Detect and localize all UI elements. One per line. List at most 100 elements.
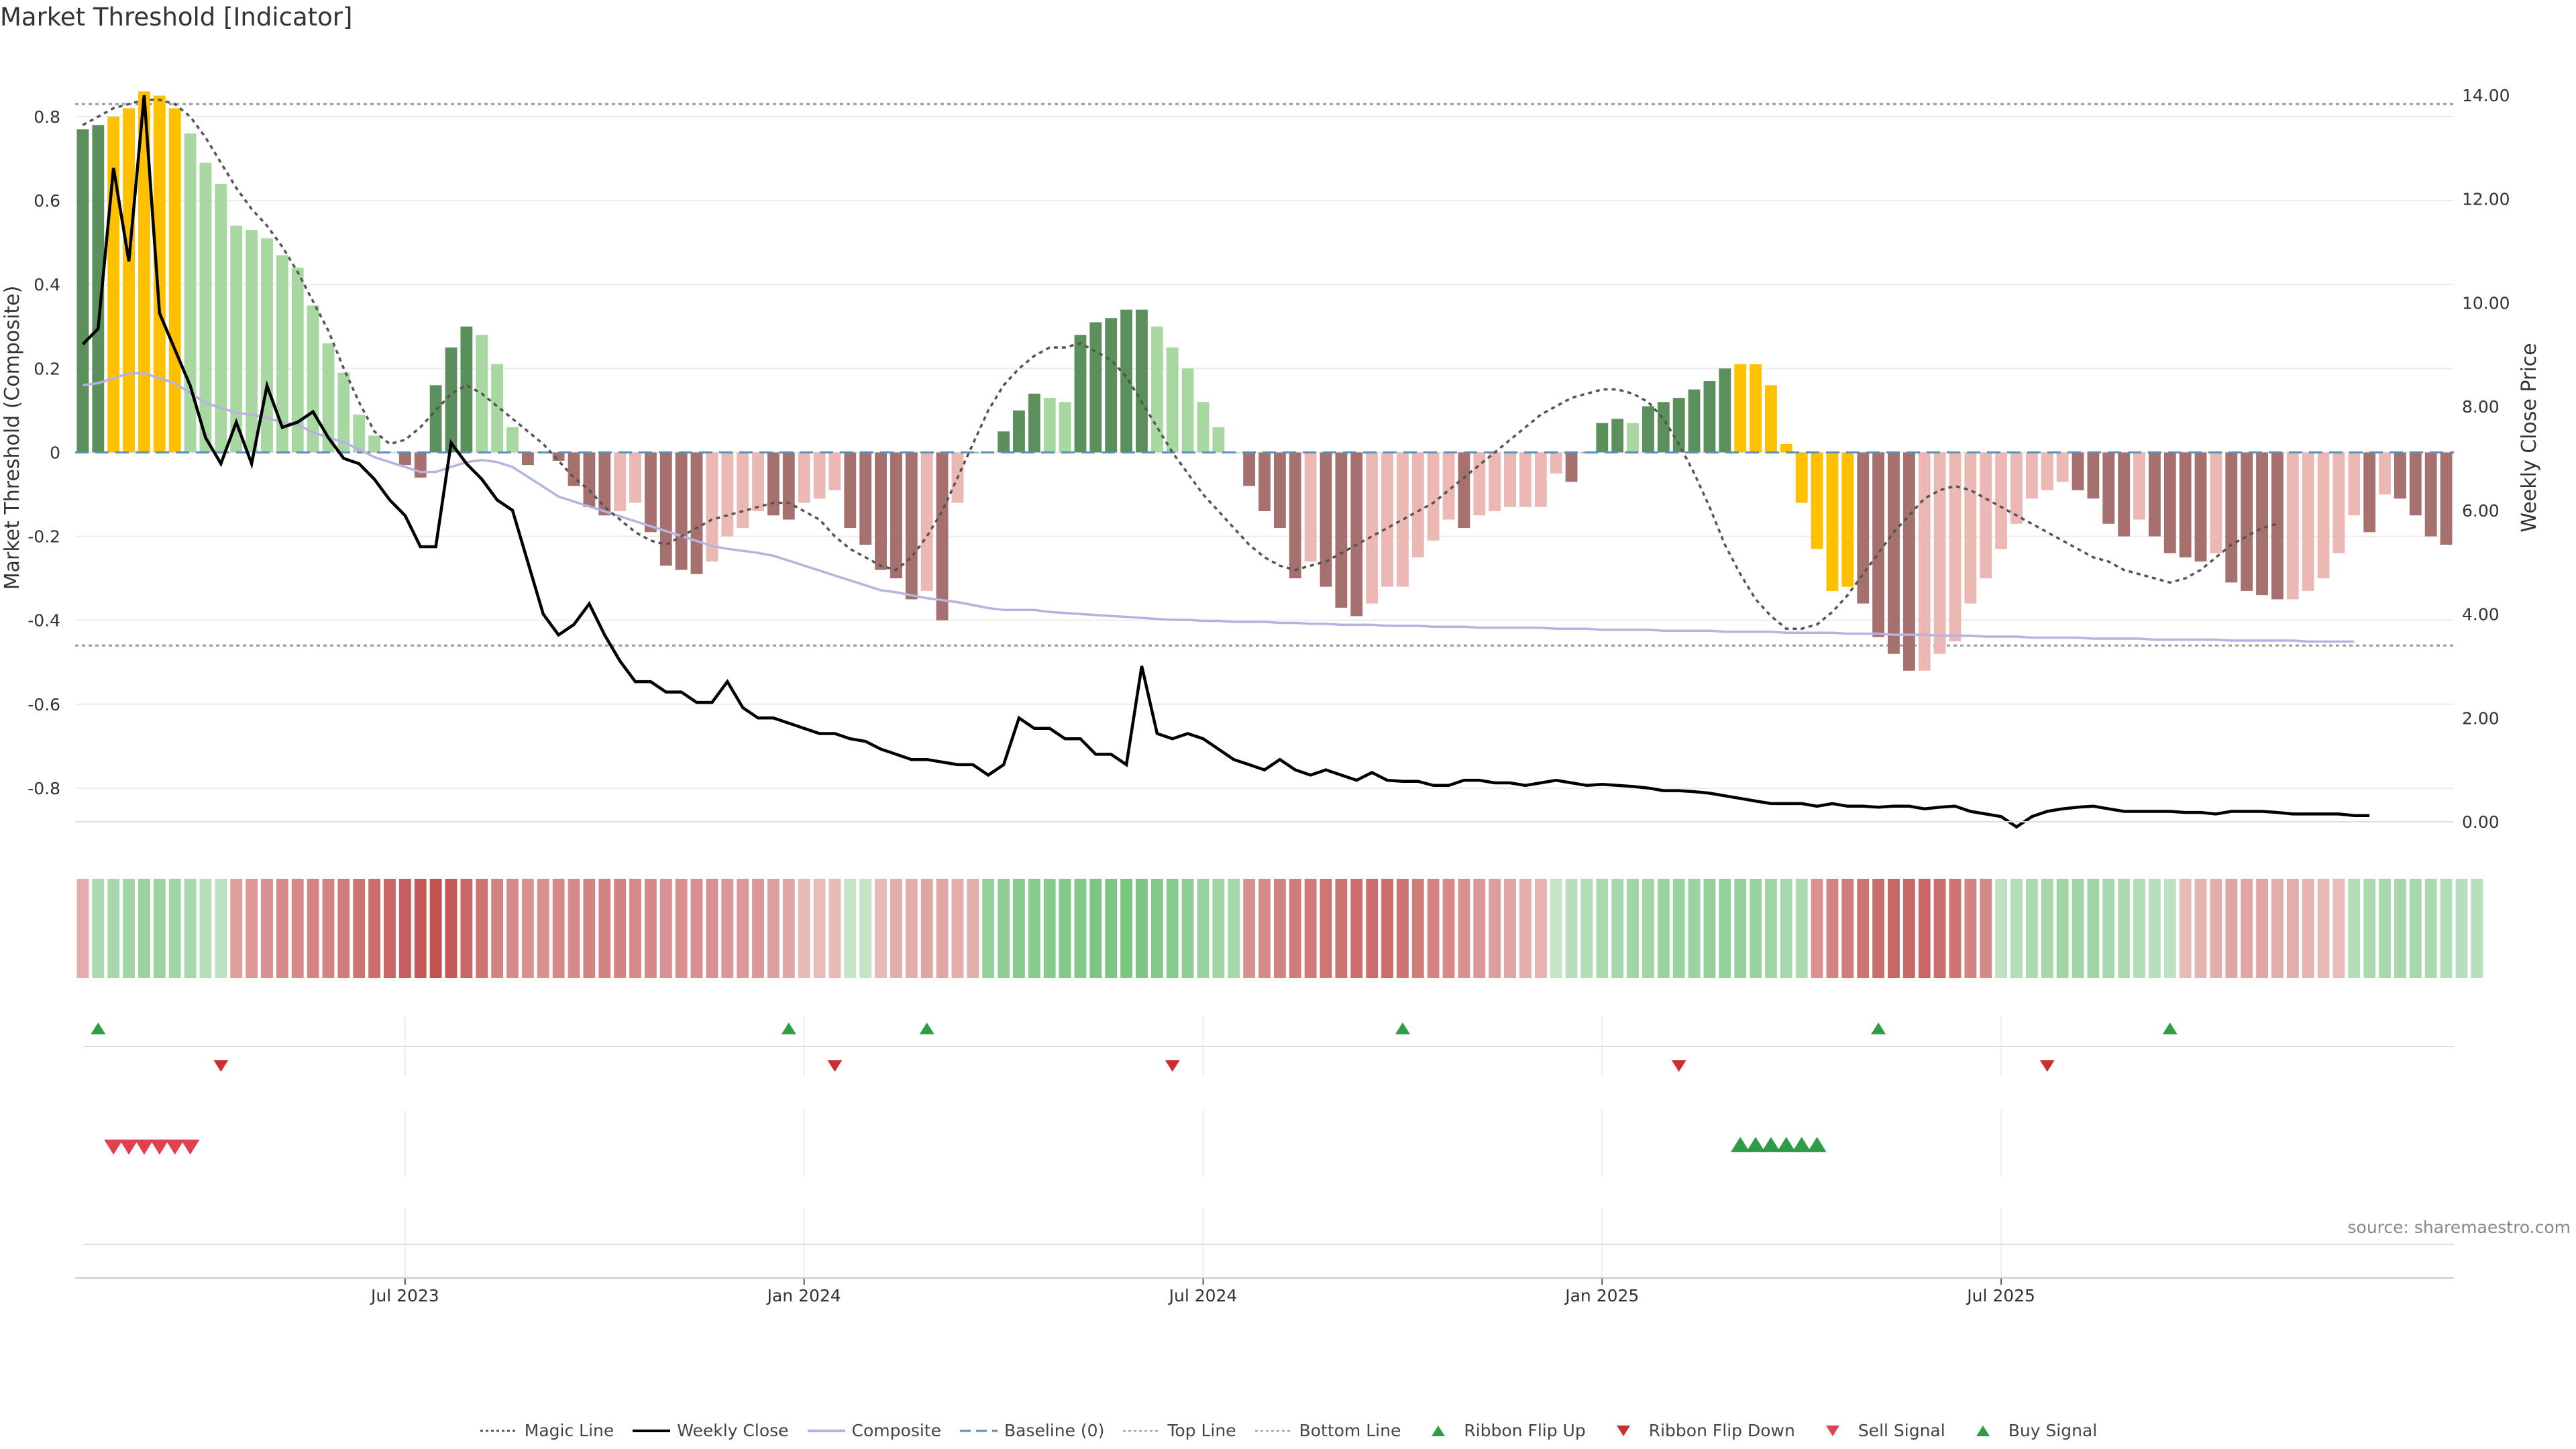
ribbon-cell xyxy=(2163,879,2176,978)
ribbon-cell xyxy=(322,879,335,978)
composite-bar xyxy=(2271,452,2284,600)
composite-bar xyxy=(414,452,427,478)
ribbon-cell xyxy=(107,879,120,978)
ribbon-cell xyxy=(982,879,995,978)
ribbon-cell xyxy=(767,879,780,978)
composite-bar xyxy=(2056,452,2069,482)
ribbon-cell xyxy=(2225,879,2238,978)
composite-bar xyxy=(168,108,181,453)
ribbon-cell xyxy=(1980,879,1992,978)
legend-swatch-magic xyxy=(480,1430,518,1432)
ribbon-cell xyxy=(1013,879,1025,978)
ribbon-cell xyxy=(353,879,366,978)
composite-bar xyxy=(737,452,749,529)
composite-bar xyxy=(1197,402,1210,453)
composite-bar xyxy=(1688,389,1701,453)
composite-bar xyxy=(998,431,1010,453)
composite-bar xyxy=(1166,347,1179,453)
y-tick-right: 4.00 xyxy=(2462,605,2500,625)
legend-swatch-bottomline xyxy=(1254,1430,1293,1432)
composite-bar xyxy=(2163,452,2176,553)
composite-bar xyxy=(767,452,780,516)
legend-label: Sell Signal xyxy=(1858,1421,1945,1440)
composite-bar xyxy=(1703,381,1716,453)
ribbon-cell xyxy=(460,879,473,978)
ribbon-cell xyxy=(2440,879,2453,978)
legend-swatch-close xyxy=(633,1429,671,1432)
ribbon-cell xyxy=(875,879,887,978)
ribbon-cell xyxy=(215,879,227,978)
composite-bar xyxy=(1826,452,1839,591)
composite-bar xyxy=(1857,452,1870,604)
composite-bar xyxy=(1995,452,2008,549)
sell-signal-marker xyxy=(119,1139,139,1155)
ribbon-cell xyxy=(2256,879,2268,978)
composite-bar xyxy=(491,364,504,453)
ribbon-cell xyxy=(568,879,580,978)
composite-bar xyxy=(1596,423,1609,453)
ribbon-cell xyxy=(2025,879,2038,978)
ribbon-cell xyxy=(291,879,304,978)
composite-bar xyxy=(583,452,596,507)
ribbon-cell xyxy=(1933,879,1946,978)
ribbon-cell xyxy=(859,879,872,978)
ribbon-cell xyxy=(1888,879,1900,978)
composite-bar xyxy=(153,95,166,453)
ribbon-cell xyxy=(798,879,810,978)
ribbon-cell xyxy=(1750,879,1762,978)
composite-bar xyxy=(782,452,795,520)
composite-bar xyxy=(1780,443,1792,453)
composite-bar xyxy=(2010,452,2023,524)
ribbon-cell xyxy=(1780,879,1792,978)
composite-bar xyxy=(230,225,243,453)
composite-bar xyxy=(521,452,534,466)
ribbon-cell xyxy=(659,879,672,978)
legend: Magic Line Weekly Close Composite Baseline … xyxy=(0,1421,2576,1440)
ribbon-cell xyxy=(967,879,979,978)
ribbon-cell xyxy=(1642,879,1654,978)
y-tick-left: -0.2 xyxy=(28,527,60,547)
ribbon-cell xyxy=(1534,879,1547,978)
y-tick-left: -0.4 xyxy=(28,611,60,631)
ribbon-cell xyxy=(1381,879,1393,978)
ribbon-cell xyxy=(951,879,964,978)
ribbon-cell xyxy=(1734,879,1747,978)
composite-bar xyxy=(706,452,718,562)
ribbon-cell xyxy=(1335,879,1348,978)
composite-bar xyxy=(1442,452,1455,520)
ribbon-cell xyxy=(246,879,258,978)
composite-bar xyxy=(1841,452,1854,587)
ribbon-cell xyxy=(2302,879,2314,978)
ribbon-cell xyxy=(1427,879,1440,978)
ribbon-cell xyxy=(2409,879,2422,978)
composite-bar xyxy=(2363,452,2376,533)
composite-bar xyxy=(798,452,810,503)
ribbon-cell xyxy=(76,879,89,978)
ribbon-cell xyxy=(1964,879,1977,978)
legend-item-bottomline: Bottom Line xyxy=(1254,1421,1401,1440)
composite-bar xyxy=(1120,309,1133,453)
composite-bar xyxy=(2210,452,2222,553)
ribbon-cell xyxy=(1795,879,1808,978)
ribbon-flip-down-marker xyxy=(1671,1060,1686,1072)
ribbon-cell xyxy=(1150,879,1163,978)
ribbon-cell xyxy=(153,879,166,978)
y-tick-left: 0.2 xyxy=(34,359,60,378)
ribbon-cell xyxy=(445,879,458,978)
ribbon-cell xyxy=(614,879,627,978)
legend-label: Ribbon Flip Up xyxy=(1464,1421,1586,1440)
composite-bar xyxy=(445,347,458,453)
legend-label: Composite xyxy=(851,1421,941,1440)
ribbon-cell xyxy=(2133,879,2145,978)
ribbon-cell xyxy=(1995,879,2008,978)
composite-bar xyxy=(1918,452,1931,671)
ribbon-flip-down-marker xyxy=(213,1060,229,1072)
legend-label: Top Line xyxy=(1167,1421,1236,1440)
legend-item-composite: Composite xyxy=(806,1421,941,1440)
composite-bar xyxy=(1872,452,1885,637)
legend-triangle xyxy=(1825,1425,1839,1436)
chart-title: Market Threshold [Indicator] xyxy=(0,3,353,32)
ribbon-cell xyxy=(2087,879,2100,978)
ribbon-cell xyxy=(1181,879,1194,978)
ribbon-cell xyxy=(414,879,427,978)
